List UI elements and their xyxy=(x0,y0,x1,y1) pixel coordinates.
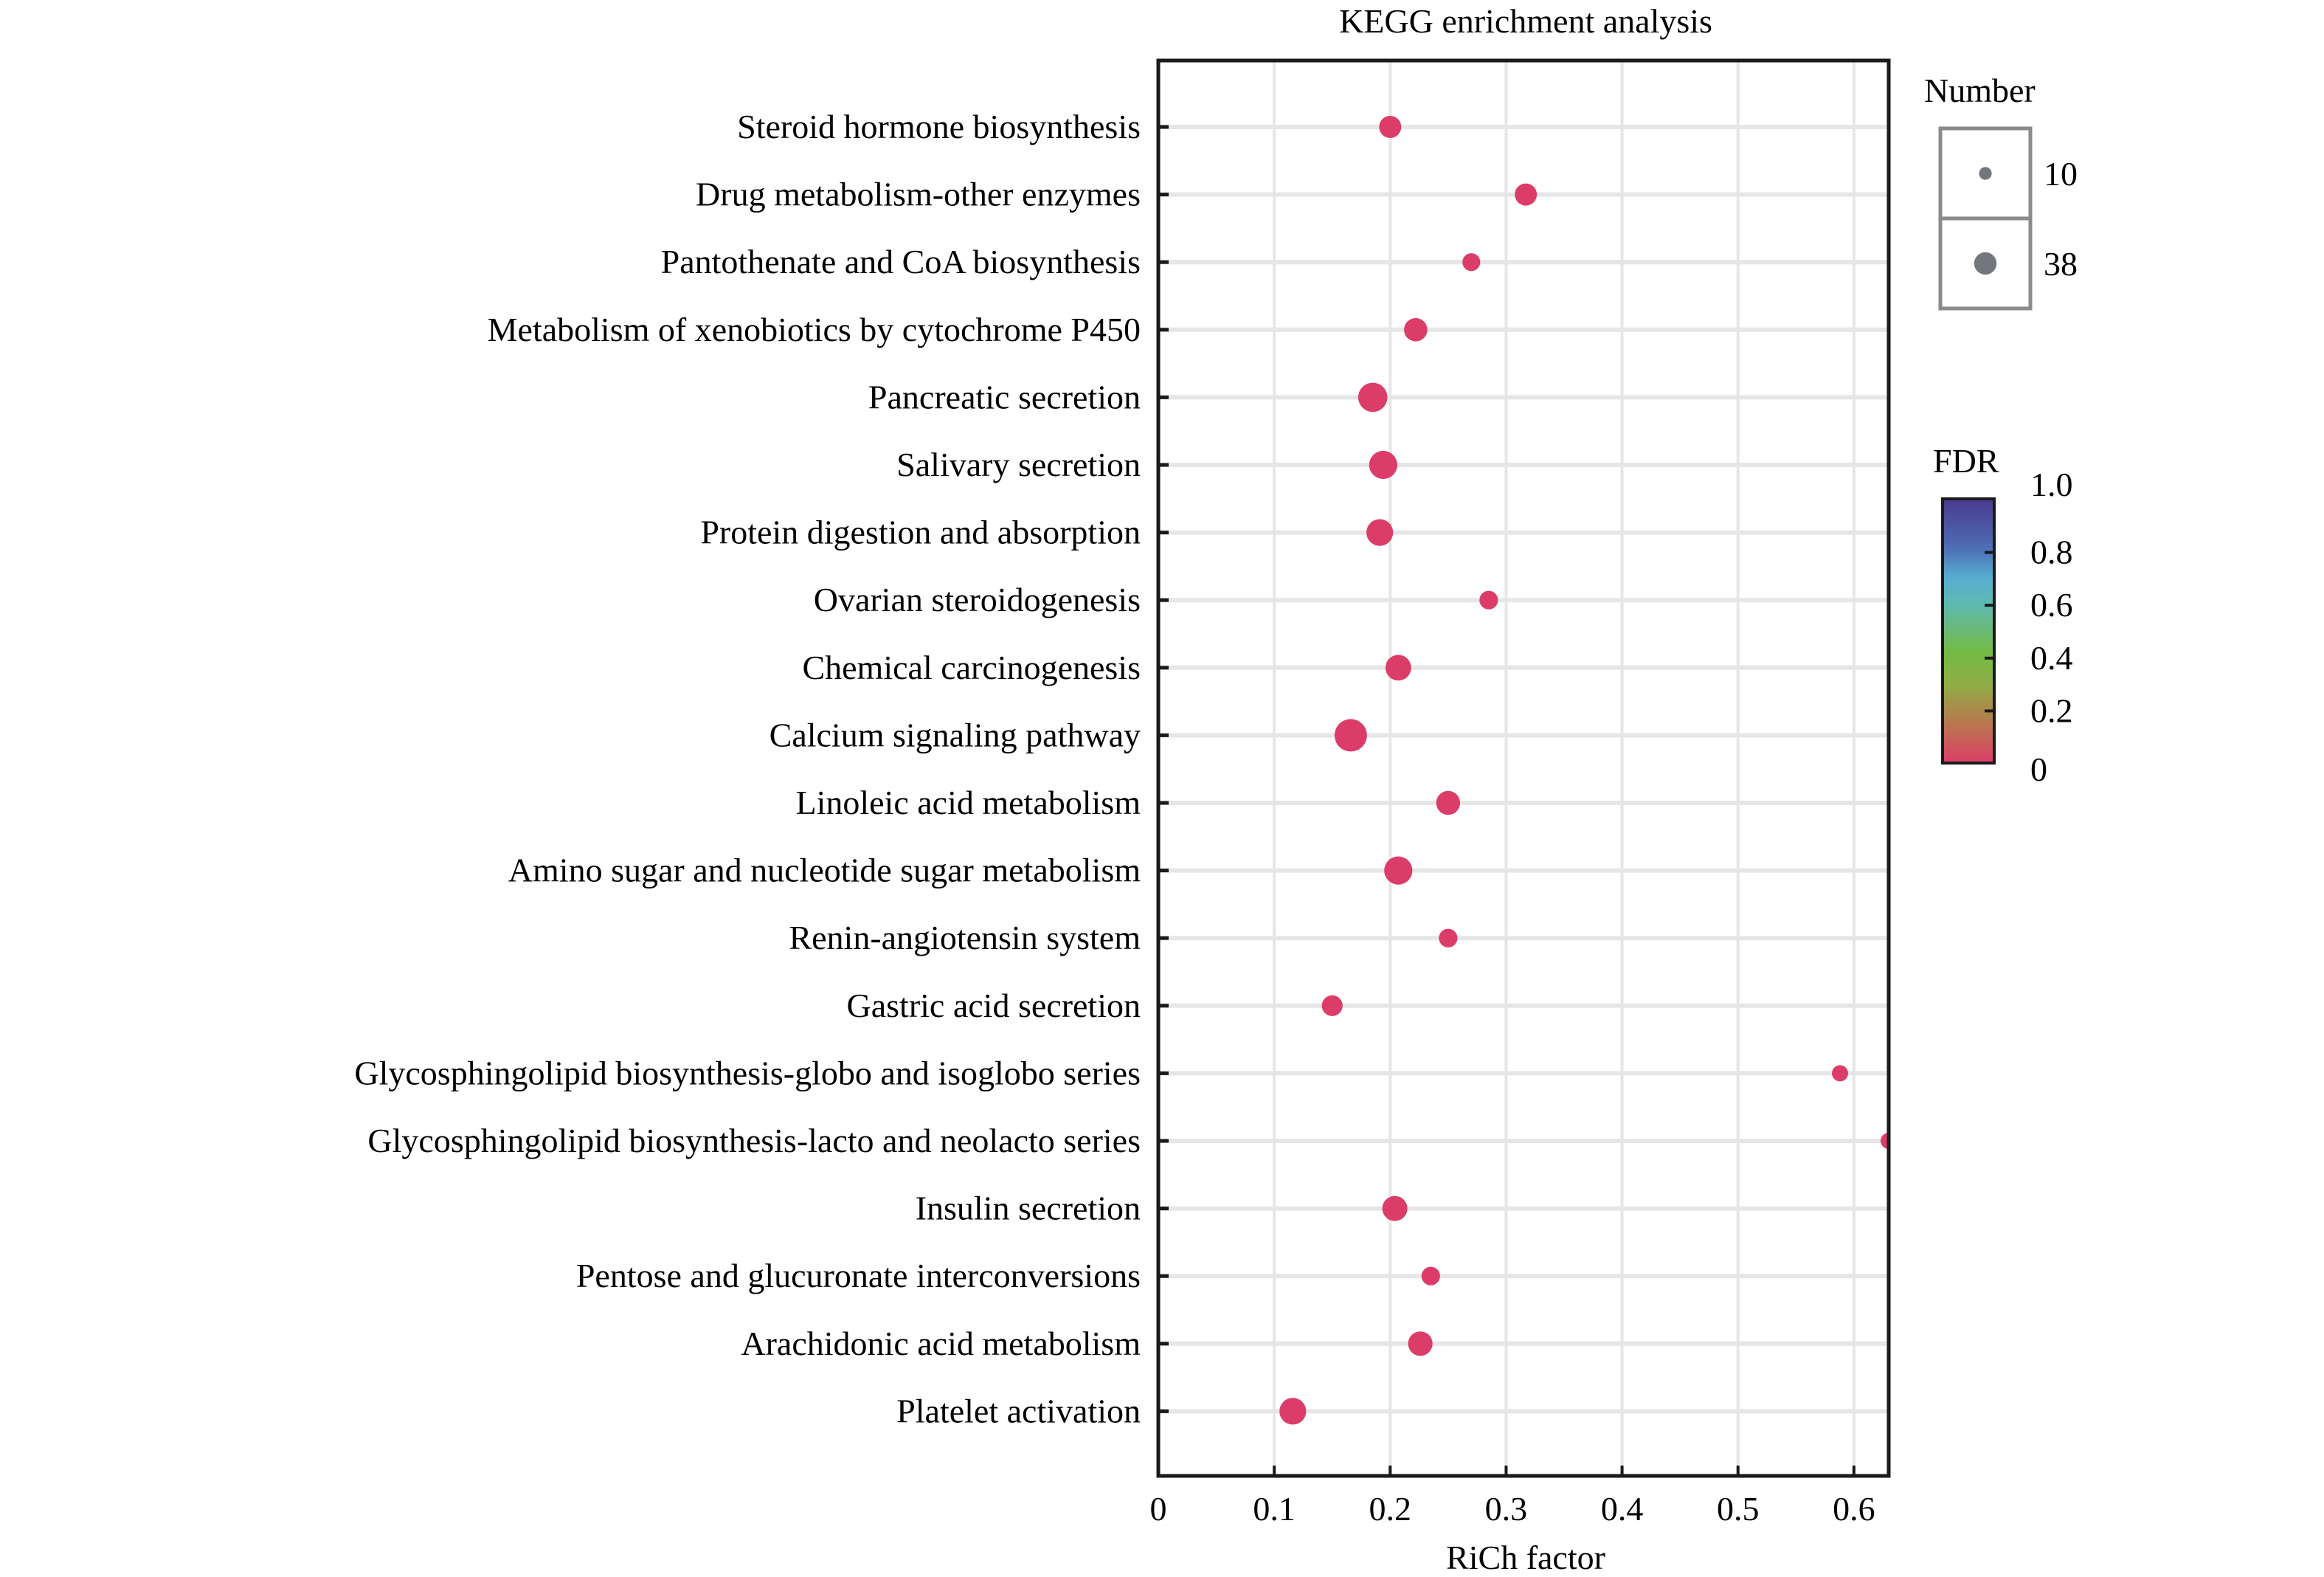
y-tick-label: Metabolism of xenobiotics by cytochrome … xyxy=(488,311,1141,348)
size-legend-dot xyxy=(1979,167,1992,180)
data-point xyxy=(1421,1266,1440,1286)
x-tick-label: 0.2 xyxy=(1369,1490,1412,1528)
plot-frame xyxy=(1156,58,1891,1478)
size-legend-label: 10 xyxy=(2044,155,2078,193)
grid xyxy=(1158,61,1889,1476)
data-point xyxy=(1334,719,1367,752)
colorbar-label: 0.4 xyxy=(2030,639,2073,677)
data-point xyxy=(1279,1398,1307,1425)
data-point xyxy=(1321,995,1343,1016)
x-axis-ticks: 0 0.1 0.2 0.3 0.4 0.5 0.6 xyxy=(1150,1466,1875,1528)
data-point xyxy=(1384,856,1413,885)
data-point xyxy=(1462,253,1481,272)
y-tick-label: Drug metabolism-other enzymes xyxy=(696,176,1141,213)
y-tick-label: Calcium signaling pathway xyxy=(770,716,1141,753)
data-point xyxy=(1369,450,1397,480)
data-point xyxy=(1385,655,1411,681)
y-tick-label: Platelet activation xyxy=(896,1392,1141,1429)
colorbar-label: 1.0 xyxy=(2030,466,2073,503)
data-point xyxy=(1408,1331,1433,1356)
y-tick-label: Protein digestion and absorption xyxy=(700,514,1141,551)
colorbar-label: 0.8 xyxy=(2030,534,2073,571)
x-tick-label: 0.6 xyxy=(1833,1490,1875,1528)
y-tick-label: Arachidonic acid metabolism xyxy=(741,1325,1141,1362)
y-axis-labels: Steroid hormone biosynthesis Drug metabol… xyxy=(354,108,1141,1429)
size-legend-label: 38 xyxy=(2044,245,2078,283)
y-tick-label: Renin-angiotensin system xyxy=(789,919,1141,956)
y-tick-label: Pancreatic secretion xyxy=(868,378,1141,415)
color-legend: FDR 1.0 0.8 0.6 0.4 0.2 0 xyxy=(1933,442,2073,788)
data-point xyxy=(1366,519,1394,546)
y-tick-label: Pentose and glucuronate interconversions xyxy=(576,1257,1141,1294)
y-tick-label: Salivary secretion xyxy=(896,446,1141,483)
y-tick-label: Linoleic acid metabolism xyxy=(795,784,1141,821)
y-tick-label: Glycosphingolipid biosynthesis-globo and… xyxy=(354,1054,1141,1091)
data-point xyxy=(1404,318,1428,342)
y-tick-label: Chemical carcinogenesis xyxy=(802,649,1141,686)
data-point xyxy=(1382,1195,1408,1221)
data-point xyxy=(1832,1065,1848,1082)
x-tick-label: 0 xyxy=(1150,1490,1167,1528)
x-tick-label: 0.4 xyxy=(1601,1490,1644,1528)
data-point xyxy=(1379,116,1402,138)
y-tick-label: Glycosphingolipid biosynthesis-lacto and… xyxy=(367,1122,1141,1159)
color-legend-title: FDR xyxy=(1933,442,1999,480)
size-legend-dot xyxy=(1974,252,1997,275)
data-point xyxy=(1436,790,1461,815)
y-tick-label: Steroid hormone biosynthesis xyxy=(737,108,1141,145)
size-legend: Number 10 38 xyxy=(1924,72,2078,311)
data-point xyxy=(1881,1133,1889,1149)
y-tick-label: Amino sugar and nucleotide sugar metabol… xyxy=(508,852,1141,889)
y-tick-label: Insulin secretion xyxy=(916,1190,1141,1227)
x-tick-label: 0.5 xyxy=(1717,1490,1760,1528)
chart-title: KEGG enrichment analysis xyxy=(1339,2,1712,40)
y-tick-label: Gastric acid secretion xyxy=(847,987,1141,1024)
data-point xyxy=(1358,382,1388,413)
data-point xyxy=(1439,928,1458,948)
x-tick-label: 0.1 xyxy=(1253,1490,1296,1528)
colorbar-label: 0 xyxy=(2030,750,2047,788)
y-tick-label: Pantothenate and CoA biosynthesis xyxy=(661,243,1141,280)
data-point xyxy=(1515,183,1538,206)
y-tick-label: Ovarian steroidogenesis xyxy=(814,581,1141,618)
fdr-colorbar xyxy=(1941,497,1996,765)
x-axis-label: RiCh factor xyxy=(1446,1539,1605,1576)
size-legend-title: Number xyxy=(1924,72,2036,109)
colorbar-label: 0.2 xyxy=(2030,691,2073,729)
data-points xyxy=(1279,116,1889,1425)
colorbar-label: 0.6 xyxy=(2030,586,2073,624)
data-point xyxy=(1479,590,1498,610)
x-tick-label: 0.3 xyxy=(1485,1490,1528,1528)
